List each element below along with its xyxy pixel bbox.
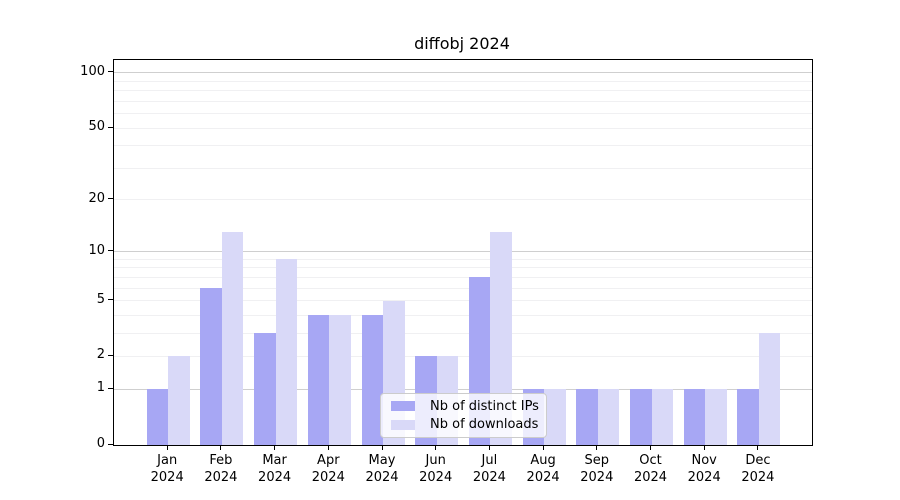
- minor-gridline: [114, 145, 812, 147]
- downloads-bar: [490, 232, 512, 445]
- y-tick-label: 0: [96, 436, 105, 451]
- legend-label: Nb of distinct IPs: [430, 398, 539, 414]
- y-tick-label: 5: [96, 291, 105, 307]
- minor-gridline: [114, 199, 812, 201]
- x-tick-label: Apr 2024: [311, 453, 345, 485]
- downloads-bar: [544, 389, 566, 445]
- downloads-bar: [168, 356, 190, 445]
- distinct-ips-bar: [254, 333, 276, 445]
- y-tick-label: 2: [96, 347, 105, 363]
- x-tick-label: Oct 2024: [633, 453, 668, 485]
- distinct-ips-bar: [683, 389, 706, 445]
- y-tick-mark: [108, 198, 113, 200]
- major-gridline: [114, 388, 812, 390]
- legend-swatch-downloads: [391, 419, 415, 430]
- y-tick-label: 50: [88, 119, 105, 135]
- downloads-bar: [597, 389, 620, 445]
- x-tick-label: Jul 2024: [472, 453, 506, 485]
- downloads-bar: [651, 389, 673, 445]
- minor-gridline: [114, 300, 812, 302]
- y-tick-mark: [108, 443, 113, 445]
- y-tick-mark: [108, 71, 113, 73]
- major-gridline: [114, 251, 812, 253]
- x-tick-label: Dec 2024: [741, 453, 775, 485]
- x-tick-label: Jun 2024: [419, 453, 453, 485]
- distinct-ips-bar: [630, 389, 652, 445]
- y-tick-label: 100: [80, 63, 105, 79]
- minor-gridline: [114, 332, 812, 334]
- x-tick-mark: [488, 445, 490, 450]
- x-tick-mark: [596, 445, 598, 450]
- major-gridline: [114, 72, 812, 74]
- y-tick-mark: [108, 387, 113, 389]
- distinct-ips-bar: [361, 315, 383, 445]
- legend-label: Nb of downloads: [430, 417, 539, 433]
- minor-gridline: [114, 276, 812, 278]
- legend-item: Nb of downloads: [389, 417, 538, 432]
- y-tick-mark: [108, 126, 113, 128]
- minor-gridline: [114, 167, 812, 169]
- distinct-ips-bar: [200, 288, 222, 445]
- x-tick-label: Jan 2024: [150, 453, 184, 485]
- y-tick-label: 20: [88, 190, 105, 206]
- minor-gridline: [114, 267, 812, 269]
- y-tick-mark: [108, 354, 113, 356]
- x-tick-mark: [435, 445, 437, 450]
- x-tick-mark: [650, 445, 651, 450]
- y-tick-mark: [108, 299, 113, 301]
- y-tick-mark: [108, 250, 113, 252]
- x-tick-label: Sep 2024: [580, 453, 614, 485]
- y-tick-label: 1: [96, 380, 105, 396]
- x-tick-mark: [327, 445, 329, 450]
- downloads-bar: [275, 259, 298, 445]
- minor-gridline: [114, 127, 812, 129]
- x-tick-mark: [220, 445, 222, 450]
- x-tick-mark: [542, 445, 544, 450]
- minor-gridline: [114, 258, 812, 260]
- x-tick-label: Nov 2024: [687, 453, 721, 485]
- legend-swatch-distinct-ips: [391, 401, 415, 412]
- legend: Nb of distinct IPs Nb of downloads: [380, 393, 547, 438]
- distinct-ips-bar: [146, 389, 169, 445]
- downloads-bar: [221, 232, 244, 445]
- minor-gridline: [114, 355, 812, 357]
- x-tick-mark: [381, 445, 383, 450]
- legend-item: Nb of distinct IPs: [389, 398, 539, 414]
- chart-title: diffobj 2024: [414, 34, 510, 53]
- x-tick-label: Mar 2024: [258, 453, 292, 485]
- x-tick-mark: [757, 445, 759, 450]
- downloads-bar: [329, 315, 351, 445]
- distinct-ips-bar: [307, 315, 330, 445]
- x-tick-label: Aug 2024: [526, 453, 560, 485]
- y-tick-label: 10: [88, 242, 105, 258]
- minor-gridline: [114, 113, 812, 115]
- minor-gridline: [114, 90, 812, 92]
- downloads-bar: [758, 333, 781, 445]
- distinct-ips-bar: [576, 389, 598, 445]
- x-tick-mark: [166, 445, 168, 450]
- minor-gridline: [114, 100, 812, 102]
- plot-area: Nb of distinct IPs Nb of downloads: [113, 59, 813, 446]
- x-tick-mark: [703, 445, 705, 450]
- minor-gridline: [114, 80, 812, 82]
- x-tick-label: May 2024: [365, 453, 399, 485]
- downloads-bar: [705, 389, 727, 445]
- x-tick-mark: [274, 445, 276, 450]
- minor-gridline: [114, 287, 812, 289]
- x-tick-label: Feb 2024: [204, 453, 238, 485]
- minor-gridline: [114, 314, 812, 316]
- distinct-ips-bar: [737, 389, 759, 445]
